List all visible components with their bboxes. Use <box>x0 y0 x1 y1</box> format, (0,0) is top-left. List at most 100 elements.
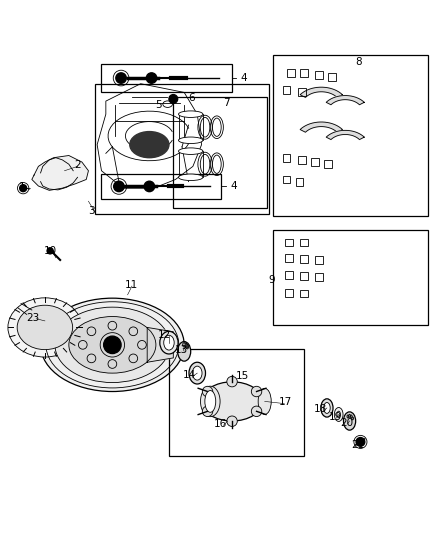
Ellipse shape <box>178 342 191 361</box>
Ellipse shape <box>185 344 188 348</box>
Ellipse shape <box>321 399 333 417</box>
Ellipse shape <box>192 366 202 380</box>
Ellipse shape <box>164 335 174 350</box>
Ellipse shape <box>55 307 170 383</box>
Ellipse shape <box>347 415 349 418</box>
Ellipse shape <box>258 389 271 415</box>
Text: 6: 6 <box>189 93 195 103</box>
Bar <box>285 239 293 246</box>
Ellipse shape <box>334 408 343 422</box>
Polygon shape <box>326 131 364 140</box>
Ellipse shape <box>186 344 189 349</box>
Text: 13: 13 <box>174 345 188 356</box>
Text: 2: 2 <box>74 160 81 170</box>
Bar <box>298 88 306 96</box>
Ellipse shape <box>183 343 185 347</box>
Ellipse shape <box>343 412 356 430</box>
Text: 18: 18 <box>314 404 327 414</box>
Text: 3: 3 <box>88 206 95 216</box>
Bar <box>287 69 295 77</box>
Ellipse shape <box>349 414 350 417</box>
Text: 15: 15 <box>237 371 250 381</box>
Bar <box>300 69 308 77</box>
Bar <box>328 73 336 81</box>
Bar <box>273 55 428 216</box>
Ellipse shape <box>184 343 186 347</box>
Bar <box>315 71 323 79</box>
Ellipse shape <box>201 386 220 417</box>
Bar <box>315 256 323 264</box>
Ellipse shape <box>179 137 203 143</box>
Text: 19: 19 <box>329 411 342 422</box>
Ellipse shape <box>160 332 178 354</box>
Bar <box>315 273 323 281</box>
Ellipse shape <box>189 362 205 384</box>
Circle shape <box>251 386 262 397</box>
Circle shape <box>146 73 157 83</box>
Text: 4: 4 <box>230 181 237 191</box>
Bar <box>273 230 428 325</box>
Polygon shape <box>147 327 173 362</box>
Bar <box>285 254 293 262</box>
Bar <box>311 158 319 166</box>
Ellipse shape <box>324 402 330 414</box>
Text: 4: 4 <box>241 73 247 83</box>
Bar <box>179 114 203 140</box>
Bar <box>298 156 306 164</box>
Circle shape <box>169 94 178 103</box>
Text: 5: 5 <box>155 100 161 110</box>
Ellipse shape <box>179 148 203 155</box>
Ellipse shape <box>184 343 187 348</box>
Bar <box>285 271 293 279</box>
Circle shape <box>47 248 53 254</box>
Bar <box>179 151 203 177</box>
Circle shape <box>116 73 126 83</box>
Text: 16: 16 <box>214 419 227 430</box>
Text: 8: 8 <box>355 57 362 67</box>
Bar <box>324 160 332 168</box>
Polygon shape <box>326 95 364 105</box>
Text: 1: 1 <box>18 182 25 192</box>
Bar <box>169 349 304 456</box>
Ellipse shape <box>179 111 203 117</box>
Polygon shape <box>300 122 343 132</box>
Bar <box>283 154 290 161</box>
Bar <box>102 174 221 199</box>
Circle shape <box>202 386 213 397</box>
Text: 9: 9 <box>268 274 275 285</box>
Bar <box>283 86 290 94</box>
Circle shape <box>251 406 262 417</box>
Circle shape <box>227 416 237 426</box>
Ellipse shape <box>350 415 352 418</box>
Bar <box>102 64 232 92</box>
Text: 10: 10 <box>44 246 57 256</box>
Text: 11: 11 <box>124 280 138 290</box>
Polygon shape <box>300 87 343 98</box>
Ellipse shape <box>8 298 82 357</box>
Text: 14: 14 <box>183 370 196 381</box>
Circle shape <box>227 376 237 387</box>
Bar <box>300 289 308 297</box>
Bar <box>296 177 304 185</box>
Bar <box>300 255 308 263</box>
Bar <box>283 175 290 183</box>
Ellipse shape <box>41 298 184 392</box>
Bar <box>300 272 308 280</box>
Ellipse shape <box>205 391 216 413</box>
Ellipse shape <box>130 132 169 158</box>
Polygon shape <box>32 156 88 190</box>
Circle shape <box>202 406 213 417</box>
Circle shape <box>104 336 121 353</box>
Circle shape <box>144 181 155 192</box>
Bar <box>285 289 293 296</box>
Text: 7: 7 <box>223 98 230 108</box>
Bar <box>173 97 267 208</box>
Ellipse shape <box>69 317 156 373</box>
Text: 12: 12 <box>158 330 171 340</box>
Ellipse shape <box>201 382 262 421</box>
Ellipse shape <box>17 305 73 350</box>
Circle shape <box>20 184 27 192</box>
Ellipse shape <box>337 411 340 418</box>
Text: 21: 21 <box>351 440 364 450</box>
Circle shape <box>356 438 365 446</box>
